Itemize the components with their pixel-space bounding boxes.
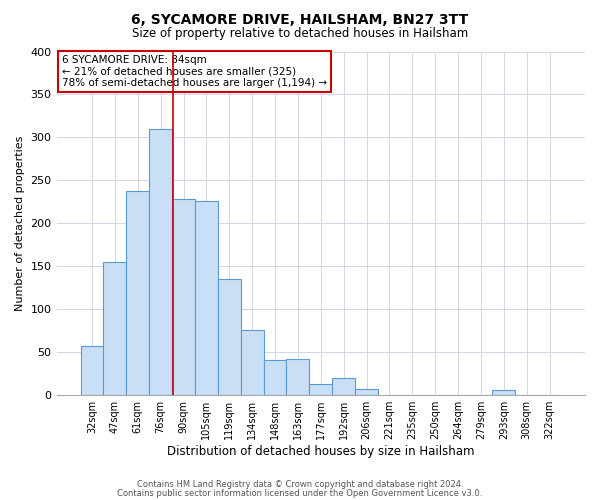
Text: Contains HM Land Registry data © Crown copyright and database right 2024.: Contains HM Land Registry data © Crown c… — [137, 480, 463, 489]
Bar — [149, 128, 172, 394]
Bar — [80, 346, 103, 395]
Bar — [172, 199, 195, 394]
Bar — [355, 388, 378, 394]
Bar — [195, 201, 218, 394]
Text: Contains public sector information licensed under the Open Government Licence v3: Contains public sector information licen… — [118, 488, 482, 498]
Bar — [263, 360, 286, 394]
X-axis label: Distribution of detached houses by size in Hailsham: Distribution of detached houses by size … — [167, 444, 475, 458]
Bar — [286, 358, 310, 394]
Bar — [241, 330, 263, 394]
Bar — [218, 279, 241, 394]
Bar — [127, 192, 149, 394]
Bar — [103, 262, 127, 394]
Text: 6, SYCAMORE DRIVE, HAILSHAM, BN27 3TT: 6, SYCAMORE DRIVE, HAILSHAM, BN27 3TT — [131, 12, 469, 26]
Text: Size of property relative to detached houses in Hailsham: Size of property relative to detached ho… — [132, 28, 468, 40]
Text: 6 SYCAMORE DRIVE: 84sqm
← 21% of detached houses are smaller (325)
78% of semi-d: 6 SYCAMORE DRIVE: 84sqm ← 21% of detache… — [62, 55, 327, 88]
Bar — [332, 378, 355, 394]
Bar — [493, 390, 515, 394]
Bar — [310, 384, 332, 394]
Y-axis label: Number of detached properties: Number of detached properties — [15, 136, 25, 311]
